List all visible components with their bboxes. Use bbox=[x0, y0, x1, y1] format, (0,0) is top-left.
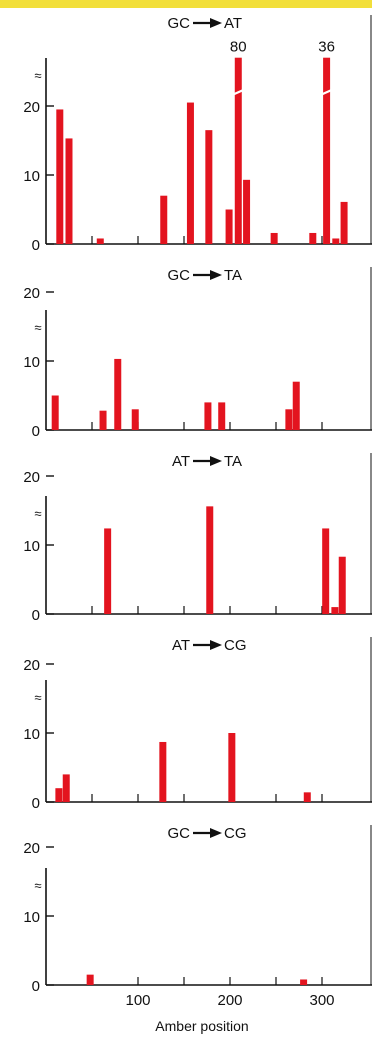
x-tick-label: 300 bbox=[309, 992, 334, 1009]
bar bbox=[86, 974, 94, 985]
bar bbox=[56, 109, 64, 244]
title-arrow-head bbox=[210, 640, 222, 650]
panel-title-to: CG bbox=[224, 637, 247, 654]
bar bbox=[131, 409, 139, 430]
bar bbox=[218, 402, 226, 430]
bar bbox=[322, 528, 330, 614]
axis-break-symbol: ≈ bbox=[34, 506, 41, 521]
bar bbox=[243, 179, 251, 244]
y-tick-label: 20 bbox=[23, 469, 40, 486]
title-arrow-head bbox=[210, 270, 222, 280]
bar bbox=[225, 209, 233, 244]
title-arrow-head bbox=[210, 456, 222, 466]
bar-break-mark bbox=[233, 89, 244, 96]
bar bbox=[205, 130, 213, 244]
panel-title-to: CG bbox=[224, 825, 247, 842]
panel-title-from: GC bbox=[168, 825, 191, 842]
y-tick-label: 20 bbox=[23, 657, 40, 674]
title-arrow-head bbox=[210, 828, 222, 838]
y-tick-label: 10 bbox=[23, 538, 40, 555]
bar bbox=[96, 238, 104, 244]
title-arrow-head bbox=[210, 18, 222, 28]
y-tick-label: 20 bbox=[23, 840, 40, 857]
y-tick-label: 0 bbox=[32, 423, 40, 440]
bar bbox=[62, 774, 70, 802]
bar bbox=[285, 409, 293, 430]
panel-title-from: AT bbox=[172, 637, 190, 654]
x-tick-label: 200 bbox=[217, 992, 242, 1009]
bar-break-mark bbox=[321, 89, 332, 96]
bar bbox=[99, 410, 107, 430]
y-tick-label: 10 bbox=[23, 168, 40, 185]
y-tick-label: 0 bbox=[32, 607, 40, 624]
bar bbox=[204, 402, 212, 430]
bar bbox=[159, 741, 167, 802]
y-tick-label: 0 bbox=[32, 237, 40, 254]
bar-value-label: 36 bbox=[318, 39, 335, 56]
x-tick-label: 100 bbox=[125, 992, 150, 1009]
panel-title-from: AT bbox=[172, 453, 190, 470]
y-tick-label: 10 bbox=[23, 354, 40, 371]
y-tick-label: 20 bbox=[23, 99, 40, 116]
x-axis-title: Amber position bbox=[155, 1018, 248, 1034]
axis-break-symbol: ≈ bbox=[34, 878, 41, 893]
bar bbox=[234, 57, 242, 245]
bar bbox=[323, 57, 331, 245]
axis-break-symbol: ≈ bbox=[34, 320, 41, 335]
axis-break-symbol: ≈ bbox=[34, 690, 41, 705]
panel-title-from: GC bbox=[168, 267, 191, 284]
top-accent-strip bbox=[0, 0, 372, 8]
bar bbox=[331, 607, 339, 614]
bar bbox=[206, 506, 214, 614]
bar bbox=[55, 788, 63, 802]
y-tick-label: 0 bbox=[32, 795, 40, 812]
panel-title-to: TA bbox=[224, 453, 242, 470]
axis-break-symbol: ≈ bbox=[34, 68, 41, 83]
bar bbox=[292, 381, 300, 430]
y-tick-label: 0 bbox=[32, 978, 40, 995]
bar bbox=[65, 138, 73, 244]
bar bbox=[332, 238, 340, 244]
panel-title-to: TA bbox=[224, 267, 242, 284]
bar bbox=[104, 528, 112, 614]
bar bbox=[228, 733, 236, 802]
bar bbox=[160, 195, 168, 244]
bar bbox=[340, 201, 348, 244]
bar bbox=[303, 792, 311, 802]
bar bbox=[338, 556, 346, 614]
y-tick-label: 20 bbox=[23, 285, 40, 302]
bar bbox=[51, 395, 59, 430]
bar bbox=[270, 232, 278, 244]
y-tick-label: 10 bbox=[23, 909, 40, 926]
panel-title-from: GC bbox=[168, 15, 191, 32]
bar bbox=[300, 979, 308, 985]
bar bbox=[309, 232, 317, 244]
bar-value-label: 80 bbox=[230, 39, 247, 56]
bar bbox=[186, 102, 194, 244]
panel-title-to: AT bbox=[224, 15, 242, 32]
y-tick-label: 10 bbox=[23, 726, 40, 743]
bar bbox=[114, 358, 122, 430]
